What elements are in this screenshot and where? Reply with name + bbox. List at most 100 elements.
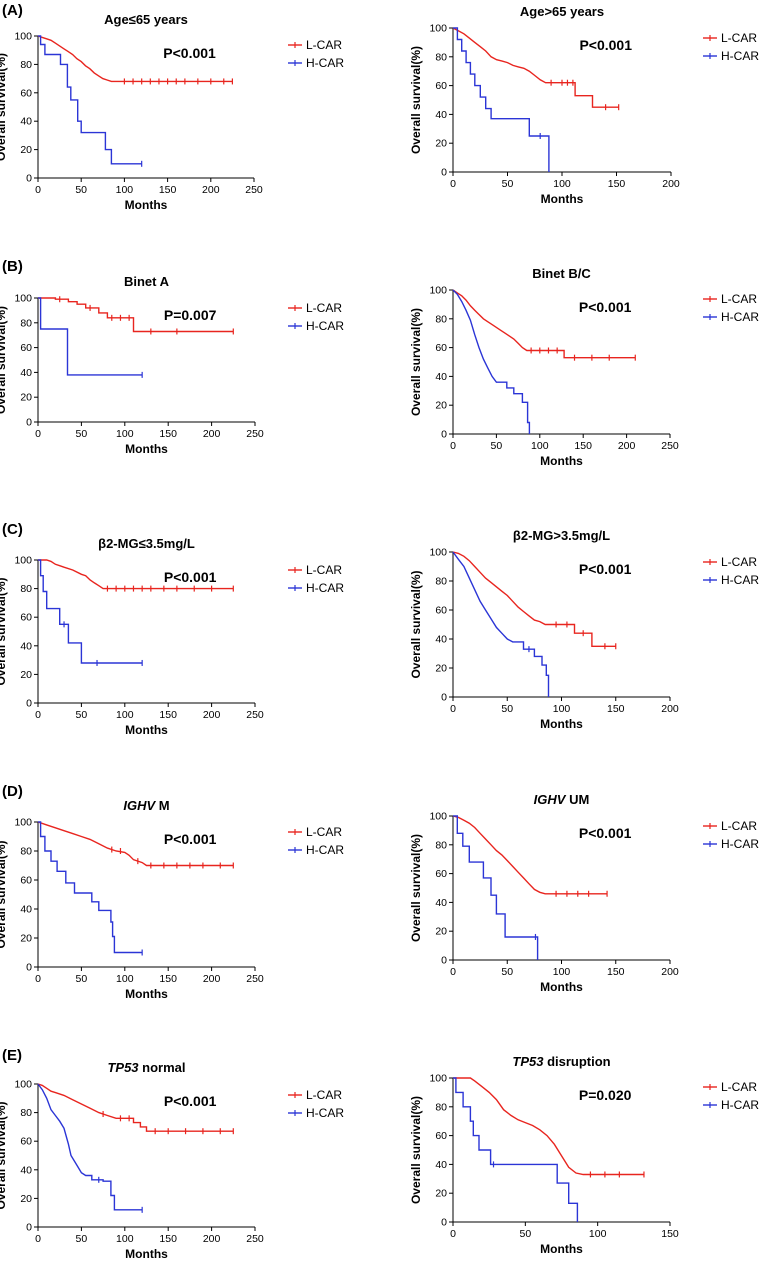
y-tick-label: 40 xyxy=(20,904,32,916)
x-axis-label: Months xyxy=(125,442,168,456)
legend: L-CAR H-CAR xyxy=(703,292,759,324)
x-tick-label: 250 xyxy=(246,973,264,985)
x-tick-label: 200 xyxy=(662,178,680,190)
p-value-label: P=0.020 xyxy=(579,1087,632,1103)
y-tick-label: 100 xyxy=(429,285,447,297)
y-tick-label: 40 xyxy=(435,897,447,909)
chart-title-text: M xyxy=(155,798,169,813)
chart-title: TP53 normal xyxy=(107,1060,185,1075)
x-tick-label: 200 xyxy=(661,703,679,715)
legend-label-l-car: L-CAR xyxy=(721,1080,757,1094)
y-axis-label: Overall survival(%) xyxy=(409,834,423,942)
chart-title: Age>65 years xyxy=(520,4,604,19)
y-tick-label: 40 xyxy=(20,367,32,379)
y-tick-label: 60 xyxy=(435,1130,447,1142)
y-tick-label: 100 xyxy=(429,23,447,35)
y-axis-label: Overall survival(%) xyxy=(0,840,8,948)
y-axis-label: Overall survival(%) xyxy=(409,308,423,416)
legend-label-l-car: L-CAR xyxy=(306,38,342,52)
y-tick-label: 40 xyxy=(435,634,447,646)
h-car-survival-curve xyxy=(38,559,143,664)
x-axis-label: Months xyxy=(540,980,583,994)
legend: L-CAR H-CAR xyxy=(288,301,344,333)
p-value-label: P<0.001 xyxy=(579,299,632,315)
x-tick-label: 100 xyxy=(589,1228,607,1240)
legend: L-CAR H-CAR xyxy=(703,819,759,851)
x-tick-label: 0 xyxy=(35,973,41,985)
y-axis-label: Overall survival(%) xyxy=(0,306,8,414)
x-tick-label: 250 xyxy=(246,428,264,440)
y-tick-label: 0 xyxy=(441,167,447,179)
x-tick-label: 200 xyxy=(203,973,221,985)
p-value-label: P<0.001 xyxy=(164,1093,217,1109)
x-tick-label: 50 xyxy=(76,709,88,721)
chart-title-gene: TP53 xyxy=(107,1060,139,1075)
legend: L-CAR H-CAR xyxy=(288,1088,344,1120)
y-tick-label: 40 xyxy=(20,1164,32,1176)
chart-title: Binet B/C xyxy=(532,266,591,281)
x-tick-label: 50 xyxy=(76,1233,88,1245)
h-car-survival-curve xyxy=(38,297,143,376)
x-tick-label: 0 xyxy=(450,703,456,715)
y-tick-label: 20 xyxy=(435,926,447,938)
l-car-survival-curve xyxy=(452,551,616,647)
panel-label-c: (C) xyxy=(2,521,23,538)
p-value-label: P<0.001 xyxy=(579,37,632,53)
legend-label-l-car: L-CAR xyxy=(721,819,757,833)
y-tick-label: 20 xyxy=(435,400,447,412)
y-tick-label: 100 xyxy=(14,817,32,829)
chart-title-gene: IGHV xyxy=(534,792,567,807)
km-chart-9: TP53 normal 0 20 40 60 80 100 0 50 100 150 200 250 Mo… xyxy=(0,1060,264,1261)
h-car-survival-curve xyxy=(38,35,142,165)
y-tick-label: 20 xyxy=(435,1188,447,1200)
chart-title: Age≤65 years xyxy=(104,12,188,27)
x-tick-label: 200 xyxy=(661,966,679,978)
x-tick-label: 100 xyxy=(116,1233,134,1245)
x-axis-label: Months xyxy=(125,723,168,737)
x-tick-label: 0 xyxy=(35,709,41,721)
y-tick-label: 80 xyxy=(20,583,32,595)
legend-label-h-car: H-CAR xyxy=(306,581,344,595)
y-tick-label: 20 xyxy=(20,392,32,404)
y-tick-label: 100 xyxy=(429,547,447,559)
y-tick-label: 80 xyxy=(20,1107,32,1119)
legend-label-l-car: L-CAR xyxy=(721,555,757,569)
l-car-survival-curve xyxy=(452,289,636,359)
x-tick-label: 250 xyxy=(246,709,264,721)
x-tick-label: 50 xyxy=(75,184,87,196)
chart-title-gene: TP53 xyxy=(512,1054,544,1069)
x-axis-label: Months xyxy=(125,198,168,212)
legend-label-l-car: L-CAR xyxy=(306,301,342,315)
chart-title-text: Age>65 years xyxy=(520,4,604,19)
x-tick-label: 50 xyxy=(502,178,514,190)
y-axis-label: Overall survival(%) xyxy=(0,53,8,161)
chart-title-text: normal xyxy=(139,1060,186,1075)
l-car-survival-curve xyxy=(37,821,234,867)
y-tick-label: 0 xyxy=(26,962,32,974)
chart-title-text: disruption xyxy=(543,1054,610,1069)
chart-title-text: β2-MG≤3.5mg/L xyxy=(98,536,195,551)
l-car-survival-curve xyxy=(38,559,234,590)
y-tick-label: 100 xyxy=(429,1073,447,1085)
y-axis-label: Overall survival(%) xyxy=(409,570,423,678)
y-tick-label: 80 xyxy=(20,846,32,858)
x-tick-label: 150 xyxy=(159,184,177,196)
x-tick-label: 50 xyxy=(519,1228,531,1240)
chart-title-text: β2-MG>3.5mg/L xyxy=(513,528,610,543)
y-tick-label: 20 xyxy=(435,138,447,150)
y-tick-label: 80 xyxy=(435,576,447,588)
p-value-label: P<0.001 xyxy=(163,45,216,61)
y-tick-label: 60 xyxy=(435,868,447,880)
km-chart-6: β2-MG>3.5mg/L 0 20 40 60 80 100 0 50 100 150 200 Mon… xyxy=(409,528,679,731)
x-tick-label: 200 xyxy=(203,709,221,721)
x-tick-label: 200 xyxy=(202,184,220,196)
legend-label-l-car: L-CAR xyxy=(306,1088,342,1102)
x-tick-label: 50 xyxy=(501,703,513,715)
x-tick-label: 50 xyxy=(491,440,503,452)
x-tick-label: 50 xyxy=(76,973,88,985)
h-car-survival-curve xyxy=(453,27,550,172)
y-tick-label: 0 xyxy=(441,1217,447,1229)
y-tick-label: 20 xyxy=(20,669,32,681)
km-chart-7: IGHV M 0 20 40 60 80 100 0 50 100 150 200 250 Months O… xyxy=(0,798,264,1001)
x-tick-label: 100 xyxy=(116,184,134,196)
